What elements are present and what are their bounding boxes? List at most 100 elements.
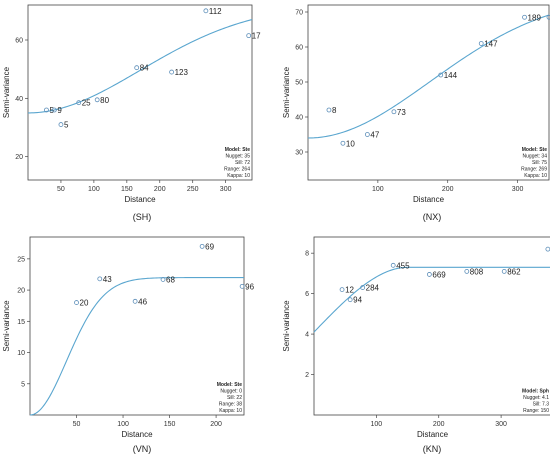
- point-count-label: 284: [366, 284, 380, 293]
- data-point: [134, 65, 140, 71]
- panel-vn: 50 100 150 200 5 10 15 20 25 Distance Semi-varianc…: [0, 230, 275, 461]
- data-point: [160, 277, 166, 282]
- model-info-line: Range: 150: [523, 408, 549, 414]
- plot-frame: [307, 4, 550, 181]
- point-count-label: 47: [370, 131, 379, 140]
- data-point: [326, 107, 332, 113]
- caption-nx: (NX): [422, 212, 442, 222]
- x-axis-label: Distance: [417, 430, 449, 439]
- data-point: [239, 283, 245, 289]
- point-count-label: 147: [484, 40, 498, 49]
- caption-kn: (KN): [422, 444, 442, 454]
- point-count-label: 862: [507, 267, 521, 276]
- model-info-line: Kappa: 10: [227, 173, 250, 179]
- model-info-line: Range: 269: [521, 167, 547, 173]
- model-info-line: Nugget: 35: [226, 154, 251, 160]
- data-point: [391, 109, 397, 115]
- model-info-line: Sill: 7.3: [533, 402, 550, 408]
- y-tick-label: 2: [305, 372, 309, 379]
- data-point: [246, 33, 252, 39]
- model-curve: [29, 277, 244, 416]
- model-info-line: Range: 264: [224, 167, 250, 173]
- model-info-line: Nugget: 0: [220, 389, 242, 395]
- variogram-chart-sh: 50 100 150 200 250 300 20 40 60 Distance Semi-vari…: [2, 4, 261, 204]
- point-count-label: 46: [138, 297, 147, 306]
- plot-frame: [313, 236, 550, 416]
- x-tick-label: 200: [210, 421, 222, 428]
- x-tick-label: 300: [512, 186, 524, 193]
- point-count-label: 20: [80, 299, 89, 308]
- model-info-line: Model: Ste: [217, 382, 242, 388]
- point-count-label: 669: [432, 270, 446, 279]
- x-tick-label: 200: [154, 186, 166, 193]
- point-count-label: 73: [397, 108, 406, 117]
- data-point: [478, 41, 484, 46]
- data-point: [74, 300, 79, 305]
- x-tick-label: 100: [371, 421, 383, 428]
- model-info-line: Nugget: 4.1: [523, 395, 549, 401]
- model-info-line: Sill: 22: [227, 395, 242, 401]
- data-point: [44, 107, 49, 113]
- y-tick-label: 25: [17, 256, 25, 263]
- variogram-chart-nx: 100 200 300 30 40 50 60 70 Distance Semi-variance…: [282, 4, 550, 204]
- data-point: [76, 100, 82, 106]
- point-count-label: 189: [528, 13, 542, 22]
- point-count-label: 144: [444, 71, 458, 80]
- data-point: [360, 285, 366, 290]
- data-point: [132, 298, 138, 304]
- x-tick-label: 100: [117, 421, 129, 428]
- data-point: [203, 8, 209, 14]
- y-axis-label: Semi-variance: [282, 300, 291, 352]
- point-count-label: 10: [346, 139, 355, 148]
- data-point: [339, 287, 345, 292]
- y-tick-label: 20: [17, 288, 25, 295]
- point-count-label: 43: [103, 275, 112, 284]
- data-point: [438, 72, 444, 78]
- x-tick-label: 50: [57, 186, 65, 193]
- model-info-line: Model: Sph: [522, 389, 549, 395]
- data-point: [169, 69, 175, 75]
- caption-vn: (VN): [132, 444, 152, 454]
- model-info-line: Sill: 75: [532, 160, 547, 166]
- y-tick-label: 8: [305, 251, 309, 258]
- data-point: [522, 14, 527, 20]
- panel-sh: 50 100 150 200 250 300 20 40 60 Distance Semi-vari…: [0, 0, 275, 230]
- model-info-line: Kappa: 10: [219, 408, 242, 414]
- point-count-label: 80: [100, 96, 109, 105]
- x-tick-label: 100: [88, 186, 100, 193]
- data-point: [390, 262, 396, 268]
- model-info-line: Nugget: 34: [523, 154, 548, 160]
- x-tick-label: 100: [372, 186, 384, 193]
- y-axis-label: Semi-variance: [2, 300, 11, 352]
- x-tick-label: 300: [220, 186, 232, 193]
- model-curve: [307, 14, 550, 139]
- data-point: [464, 268, 470, 274]
- x-tick-label: 150: [164, 421, 176, 428]
- y-tick-label: 40: [15, 96, 23, 103]
- y-tick-label: 70: [295, 10, 303, 17]
- y-tick-label: 30: [295, 150, 303, 157]
- x-axis-label: Distance: [124, 195, 156, 204]
- model-curve: [313, 266, 550, 333]
- y-tick-label: 50: [295, 80, 303, 87]
- x-tick-label: 150: [121, 186, 133, 193]
- plot-frame: [27, 4, 253, 181]
- data-point: [97, 276, 103, 282]
- y-axis-label: Semi-variance: [2, 66, 11, 118]
- data-point: [545, 246, 550, 252]
- y-tick-label: 10: [17, 350, 25, 357]
- model-info-line: Kappa: 10: [524, 173, 547, 179]
- x-tick-label: 200: [433, 421, 445, 428]
- point-count-label: 112: [209, 7, 222, 16]
- point-count-label: 17: [252, 32, 261, 41]
- point-count-label: 68: [166, 275, 175, 284]
- model-info-line: Model: Ste: [225, 147, 250, 153]
- x-axis-label: Distance: [413, 195, 445, 204]
- model-info-line: Range: 38: [219, 402, 242, 408]
- y-tick-label: 40: [295, 115, 303, 122]
- data-point: [347, 297, 353, 303]
- x-tick-label: 250: [187, 186, 199, 193]
- point-count-label: 5: [64, 121, 69, 130]
- y-tick-label: 60: [295, 45, 303, 52]
